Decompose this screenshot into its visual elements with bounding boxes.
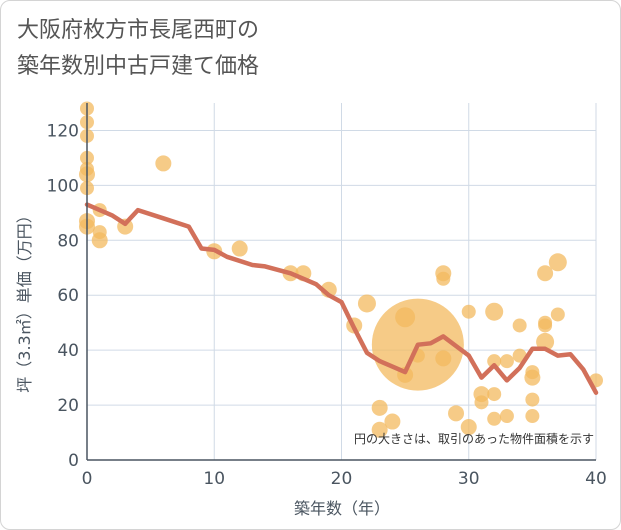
tick-labels: 0 10 20 30 40 0 20 40 60 80 100 120 [47,121,607,489]
bubble-size-note: 円の大きさは、取引のあった物件面積を示す [354,431,594,446]
bubble-13 [155,155,172,172]
bubble-48 [537,265,554,282]
bubble-36 [485,302,504,321]
bubble-42 [512,318,527,333]
x-tick-label-30: 30 [458,469,480,489]
bubble-50 [538,318,553,333]
bubble-40 [499,354,514,369]
bubble-38 [487,387,502,402]
x-axis-title: 築年数（年） [294,499,390,518]
x-tick-label-0: 0 [82,469,93,489]
bubble-20 [357,294,376,313]
chart-title: 大阪府枚方市長尾西町の 築年数別中古戸建て価格 [17,13,259,85]
bubble-15 [231,240,248,257]
bubble-47 [525,409,540,424]
chart-title-line-1: 大阪府枚方市長尾西町の [17,18,260,43]
bubble-32 [461,304,476,319]
bubble-29 [436,271,451,286]
bubble-35 [474,395,489,410]
bubble-51 [536,332,555,351]
y-tick-label-80: 80 [57,231,79,251]
y-tick-label-40: 40 [57,341,79,361]
y-tick-label-100: 100 [47,176,79,196]
grid-lines [87,103,597,460]
axes [86,103,596,461]
y-tick-label-0: 0 [68,451,79,471]
bubble-31 [448,405,465,422]
trend-line [84,202,599,395]
bubble-11 [91,232,108,249]
y-tick-label-120: 120 [47,121,79,141]
y-tick-label-20: 20 [57,396,79,416]
bubble-23 [384,413,401,430]
x-tick-label-10: 10 [203,469,225,489]
y-tick-label-60: 60 [57,286,79,306]
bubble-22 [371,421,388,438]
bubble-33 [460,419,477,436]
bubble-41 [499,409,514,424]
bubble-39 [487,411,502,426]
bubble-30 [435,350,452,367]
bubble-52 [548,253,567,272]
x-tick-label-20: 20 [331,469,353,489]
bubble-46 [525,392,540,407]
x-tick-label-40: 40 [585,469,607,489]
bubble-21 [371,399,388,416]
bubble-45 [524,369,541,386]
chart-title-line-2: 築年数別中古戸建て価格 [17,54,260,79]
y-axis-title: 坪（3.3㎡）単価（万円） [15,207,34,392]
bubble-37 [487,354,502,369]
bubble-53 [550,307,565,322]
